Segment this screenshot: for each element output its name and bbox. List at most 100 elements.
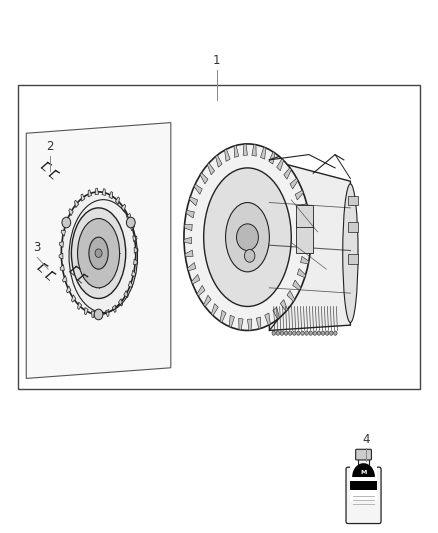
Polygon shape [207,163,215,175]
Polygon shape [215,155,222,167]
Polygon shape [95,188,99,195]
Polygon shape [74,200,79,208]
Polygon shape [63,276,67,282]
Circle shape [293,331,296,335]
Circle shape [297,331,300,335]
Polygon shape [187,263,196,271]
Polygon shape [269,152,275,164]
Polygon shape [109,191,113,199]
Polygon shape [112,305,116,312]
Text: M: M [360,470,367,475]
Polygon shape [131,270,136,276]
FancyBboxPatch shape [346,467,381,523]
Polygon shape [225,149,230,161]
Circle shape [284,331,288,335]
Bar [348,254,358,264]
Bar [348,222,358,232]
Polygon shape [239,318,243,330]
Circle shape [313,331,317,335]
Polygon shape [88,190,92,197]
Ellipse shape [343,184,358,322]
Polygon shape [130,224,134,231]
Polygon shape [269,160,350,330]
Polygon shape [134,247,138,253]
Polygon shape [92,311,95,318]
Circle shape [334,331,337,335]
Ellipse shape [226,203,269,272]
Circle shape [317,331,321,335]
Circle shape [325,331,329,335]
Polygon shape [303,231,311,237]
Polygon shape [256,317,261,329]
Polygon shape [128,281,133,288]
Circle shape [309,331,312,335]
Ellipse shape [204,168,291,306]
Polygon shape [134,259,138,265]
Polygon shape [71,295,76,302]
Polygon shape [59,253,63,259]
Polygon shape [229,315,234,327]
Circle shape [94,309,103,320]
Polygon shape [60,265,64,270]
Text: 4: 4 [362,433,370,446]
Polygon shape [81,194,85,201]
Ellipse shape [184,144,311,330]
Polygon shape [247,319,252,330]
Text: 2: 2 [46,140,54,153]
Circle shape [329,331,333,335]
Polygon shape [204,295,211,306]
Polygon shape [106,310,109,317]
Polygon shape [297,269,306,278]
Polygon shape [290,179,298,189]
Circle shape [95,249,102,257]
Polygon shape [191,274,200,284]
Polygon shape [265,313,270,325]
Text: 3: 3 [34,241,41,254]
Polygon shape [189,197,198,206]
Bar [358,458,369,469]
Polygon shape [300,256,309,264]
Circle shape [288,331,292,335]
Polygon shape [118,298,123,306]
Polygon shape [185,250,193,257]
Polygon shape [299,204,307,212]
Polygon shape [303,244,311,250]
Polygon shape [197,286,205,296]
Circle shape [321,331,325,335]
Polygon shape [200,173,208,184]
Polygon shape [61,230,66,236]
Polygon shape [115,197,120,204]
Polygon shape [121,204,126,212]
Bar [296,205,313,227]
Polygon shape [220,310,226,322]
Polygon shape [280,300,288,311]
Polygon shape [287,290,295,302]
Circle shape [62,217,71,228]
Polygon shape [234,146,239,157]
Polygon shape [284,168,291,179]
Bar [348,196,358,205]
Ellipse shape [89,237,108,269]
Polygon shape [212,304,218,316]
Polygon shape [277,159,283,171]
Text: 1: 1 [213,54,221,67]
Polygon shape [69,208,73,216]
Polygon shape [243,144,247,155]
Circle shape [237,224,258,251]
Circle shape [280,331,284,335]
Bar [18,85,420,389]
Ellipse shape [61,192,136,314]
Bar [350,481,377,490]
Circle shape [244,249,255,262]
Polygon shape [26,123,171,378]
Polygon shape [186,211,194,218]
Polygon shape [64,219,69,225]
FancyBboxPatch shape [356,449,371,460]
Polygon shape [78,302,82,310]
Polygon shape [302,217,310,224]
Polygon shape [102,189,106,196]
Ellipse shape [78,219,120,288]
Bar [296,221,313,253]
Polygon shape [295,190,304,200]
Circle shape [305,331,308,335]
